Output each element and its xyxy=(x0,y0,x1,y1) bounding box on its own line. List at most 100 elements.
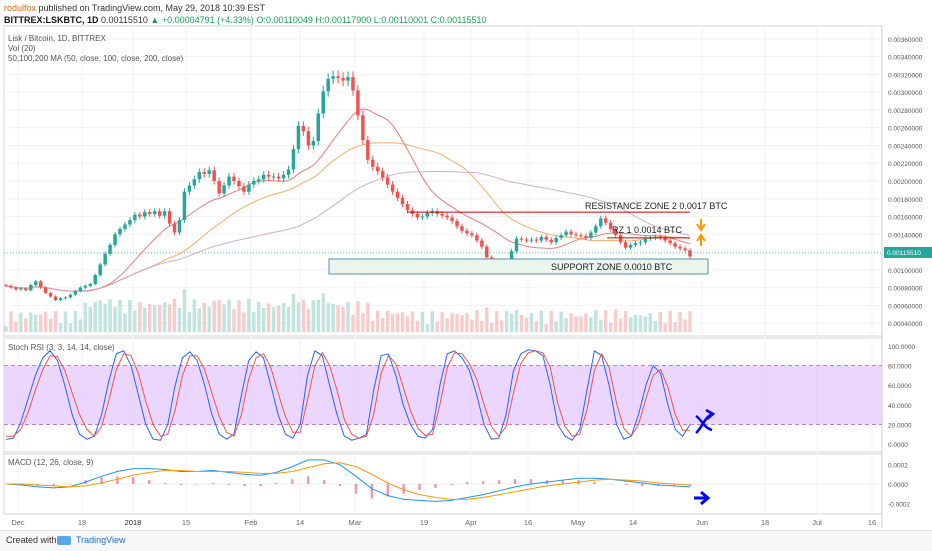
volume-bar xyxy=(257,301,261,332)
volume-bar xyxy=(599,319,603,332)
candle-body xyxy=(177,220,182,233)
candle-body xyxy=(604,218,608,223)
volume-bar xyxy=(331,303,335,332)
x-tick-label: May xyxy=(571,518,585,527)
x-tick-label: 18 xyxy=(761,518,769,527)
volume-bar xyxy=(128,300,132,332)
candle-body xyxy=(162,211,167,216)
ma50-line xyxy=(5,108,691,292)
symbol-label: BITTREX:LSKBTC, 1D xyxy=(4,15,99,25)
candle-body xyxy=(276,176,281,179)
candle-body xyxy=(455,220,459,227)
volume-bar xyxy=(564,318,568,332)
price-tick-label: 0.00040000 xyxy=(888,321,923,328)
volume-bar xyxy=(24,318,28,332)
volume-bar xyxy=(34,314,38,332)
volume-bar xyxy=(678,311,682,332)
volume-bar xyxy=(306,309,311,332)
candle-body xyxy=(371,159,375,167)
tradingview-link[interactable]: TradingView xyxy=(76,535,126,545)
rsi-tick-label: 100.0000 xyxy=(888,344,915,351)
macd-histogram-bar xyxy=(402,484,405,494)
candle-body xyxy=(202,172,206,174)
volume-bar xyxy=(143,307,147,332)
macd-tick-label: 0.0002 xyxy=(888,463,908,470)
volume-bar xyxy=(514,310,519,332)
volume-bar xyxy=(579,316,583,332)
support-zone-label: SUPPORT ZONE 0.0010 BTC xyxy=(551,262,673,272)
volume-bar xyxy=(549,310,553,332)
candle-body xyxy=(222,185,226,194)
volume-bar xyxy=(440,312,444,332)
candle-body xyxy=(311,141,316,146)
candle-body xyxy=(157,211,162,216)
volume-bar xyxy=(430,311,434,332)
x-tick-label: Feb xyxy=(245,518,258,527)
rz1-label: RZ 1 0.0014 BTC xyxy=(612,225,683,235)
price-tick-label: 0.00300000 xyxy=(888,90,923,97)
candle-body xyxy=(271,176,276,178)
macd-histogram-bar xyxy=(434,484,437,488)
volume-bar xyxy=(385,310,390,332)
volume-bar xyxy=(172,298,177,332)
candle-body xyxy=(29,284,33,291)
volume-bar xyxy=(4,326,8,332)
candle-body xyxy=(395,191,400,198)
signal-line xyxy=(6,462,691,500)
candle-body xyxy=(212,170,216,181)
volume-bar xyxy=(29,312,33,332)
volume-bar xyxy=(405,316,410,332)
tradingview-logo-icon[interactable] xyxy=(57,536,71,545)
macd-histogram-bar xyxy=(275,483,278,484)
volume-bar xyxy=(227,299,231,332)
volume-bar xyxy=(574,316,578,332)
volume-bar xyxy=(485,307,489,332)
price-tick-label: 0.00360000 xyxy=(888,37,923,44)
candle-body xyxy=(301,125,306,132)
macd-histogram-bar xyxy=(243,484,246,486)
candle-body xyxy=(668,240,672,244)
candle-body xyxy=(519,238,524,240)
volume-bar xyxy=(217,299,221,332)
price-tick-label: 0.00140000 xyxy=(888,232,923,239)
candle-body xyxy=(361,115,365,141)
volume-bar xyxy=(192,299,197,332)
high-value: H:0.00117900 xyxy=(315,15,372,25)
volume-bar xyxy=(594,309,598,332)
volume-bar xyxy=(351,314,355,332)
macd-histogram-bar xyxy=(513,479,517,484)
price-tick-label: 0.00220000 xyxy=(888,161,923,168)
volume-bar xyxy=(98,300,102,332)
volume-bar xyxy=(584,313,588,332)
ma-label: 50,100,200 MA (50, close, 100, close, 20… xyxy=(8,54,184,63)
stoch-d-line xyxy=(6,350,690,439)
volume-bar xyxy=(380,317,385,332)
volume-bar xyxy=(346,302,350,332)
volume-bar xyxy=(38,314,43,332)
volume-bar xyxy=(222,304,226,332)
price-tick-label: 0.00180000 xyxy=(888,197,923,204)
macd-histogram-bar xyxy=(497,480,501,484)
volume-bar xyxy=(376,310,380,332)
candle-body xyxy=(227,176,231,186)
volume-bar xyxy=(410,311,415,332)
macd-histogram-bar xyxy=(418,484,421,490)
volume-bar xyxy=(544,324,548,332)
volume-bar xyxy=(554,321,558,332)
price-tick-label: 0.00200000 xyxy=(888,179,923,186)
candle-body xyxy=(98,264,102,276)
resistance-zone-2-label: RESISTANCE ZONE 2 0.0017 BTC xyxy=(585,201,728,211)
support-zone-box xyxy=(328,258,709,275)
price-tick-label: 0.00340000 xyxy=(888,55,923,62)
author-name[interactable]: rodulfox xyxy=(4,3,37,13)
volume-bar xyxy=(420,311,425,332)
macd-tick-label: -0.0002 xyxy=(888,501,910,508)
macd-line xyxy=(5,459,691,502)
candle-body xyxy=(475,235,479,241)
candle-body xyxy=(534,239,539,241)
macd-histogram-bar xyxy=(163,483,167,484)
candle-body xyxy=(58,298,63,301)
candle-body xyxy=(187,185,192,192)
rsi-tick-label: 60.0000 xyxy=(888,383,912,390)
volume-bar xyxy=(395,313,400,332)
